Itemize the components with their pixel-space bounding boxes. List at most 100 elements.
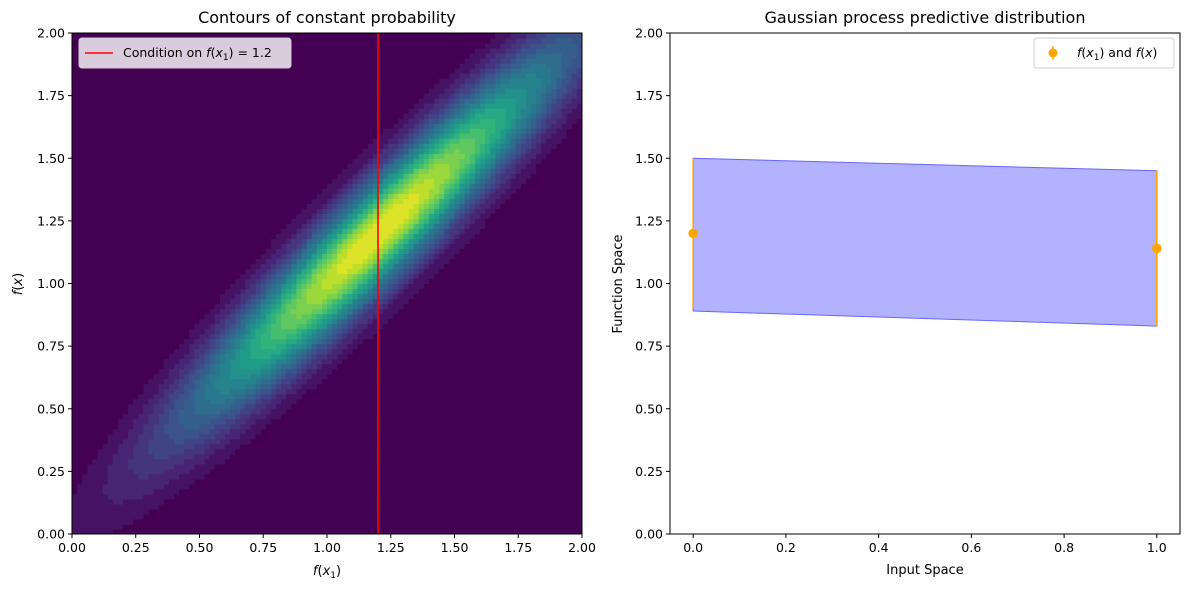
heatmap-cell	[245, 73, 252, 79]
heatmap-cell	[270, 413, 277, 420]
heatmap-cell	[179, 113, 185, 119]
heatmap-cell	[316, 463, 323, 470]
heatmap-cell	[168, 413, 175, 420]
heatmap-cell	[270, 128, 277, 134]
heatmap-cell	[265, 343, 272, 350]
heatmap-cell	[219, 248, 226, 255]
heatmap-cell	[199, 68, 206, 74]
heatmap-cell	[301, 448, 308, 455]
heatmap-cell	[245, 253, 252, 260]
heatmap-cell	[199, 148, 206, 154]
heatmap-cell	[265, 438, 272, 445]
heatmap-cell	[163, 83, 170, 89]
heatmap-cell	[143, 123, 150, 129]
heatmap-cell	[87, 78, 93, 84]
heatmap-cell	[163, 218, 170, 224]
heatmap-cell	[286, 493, 292, 500]
heatmap-cell	[311, 188, 318, 194]
heatmap-cell	[128, 303, 134, 310]
heatmap-cell	[72, 83, 78, 89]
heatmap-cell	[281, 343, 287, 350]
heatmap-cell	[179, 128, 185, 134]
heatmap-cell	[235, 343, 241, 350]
heatmap-cell	[184, 288, 190, 295]
heatmap-cell	[230, 153, 236, 159]
heatmap-cell	[316, 53, 323, 59]
heatmap-cell	[97, 473, 104, 480]
heatmap-cell	[123, 178, 129, 184]
heatmap-cell	[102, 163, 109, 169]
heatmap-cell	[138, 108, 144, 114]
heatmap-cell	[265, 278, 272, 285]
heatmap-cell	[240, 468, 246, 475]
heatmap-cell	[270, 228, 277, 234]
heatmap-cell	[225, 73, 231, 79]
heatmap-cell	[117, 343, 124, 350]
heatmap-cell	[87, 173, 93, 179]
heatmap-cell	[311, 523, 318, 530]
heatmap-cell	[128, 263, 134, 270]
heatmap-cell	[158, 428, 165, 435]
heatmap-cell	[260, 133, 267, 139]
heatmap-cell	[276, 483, 282, 490]
heatmap-cell	[291, 443, 297, 450]
heatmap-cell	[255, 318, 262, 325]
heatmap-cell	[321, 243, 328, 250]
heatmap-cell	[255, 123, 262, 129]
heatmap-cell	[245, 193, 252, 199]
heatmap-cell	[123, 118, 129, 124]
heatmap-cell	[301, 508, 308, 515]
heatmap-cell	[153, 123, 160, 129]
heatmap-cell	[117, 363, 124, 370]
heatmap-cell	[281, 233, 287, 240]
heatmap-cell	[77, 523, 83, 530]
heatmap-cell	[316, 48, 323, 54]
heatmap-cell	[158, 358, 165, 365]
heatmap-cell	[321, 163, 328, 169]
heatmap-cell	[209, 223, 216, 229]
heatmap-cell	[214, 203, 221, 209]
heatmap-cell	[117, 93, 124, 99]
heatmap-cell	[163, 338, 170, 345]
heatmap-cell	[168, 328, 175, 335]
heatmap-cell	[179, 488, 185, 495]
heatmap-cell	[158, 413, 165, 420]
heatmap-cell	[316, 173, 323, 179]
heatmap-cell	[174, 108, 180, 114]
heatmap-cell	[153, 333, 160, 340]
heatmap-cell	[163, 143, 170, 149]
heatmap-cell	[107, 123, 114, 129]
heatmap-cell	[107, 198, 114, 204]
heatmap-cell	[72, 288, 78, 295]
heatmap-cell	[306, 113, 313, 119]
heatmap-cell	[270, 338, 277, 345]
heatmap-cell	[87, 363, 93, 370]
heatmap-cell	[107, 318, 114, 325]
heatmap-cell	[276, 493, 282, 500]
heatmap-cell	[158, 113, 165, 119]
heatmap-cell	[92, 393, 99, 400]
heatmap-cell	[199, 253, 206, 260]
heatmap-cell	[174, 418, 180, 425]
heatmap-cell	[102, 513, 109, 520]
heatmap-cell	[138, 218, 144, 224]
heatmap-cell	[235, 393, 241, 400]
heatmap-cell	[168, 373, 175, 380]
heatmap-cell	[143, 93, 150, 99]
heatmap-cell	[245, 128, 252, 134]
heatmap-cell	[158, 293, 165, 300]
heatmap-cell	[102, 353, 109, 360]
heatmap-cell	[77, 313, 83, 320]
heatmap-cell	[291, 383, 297, 390]
heatmap-cell	[77, 343, 83, 350]
heatmap-cell	[321, 258, 328, 265]
heatmap-cell	[306, 528, 313, 534]
heatmap-cell	[194, 493, 201, 500]
heatmap-cell	[286, 98, 292, 104]
heatmap-cell	[168, 318, 175, 325]
heatmap-cell	[265, 353, 272, 360]
heatmap-cell	[255, 508, 262, 515]
heatmap-cell	[321, 503, 328, 510]
heatmap-cell	[270, 153, 277, 159]
heatmap-cell	[138, 83, 144, 89]
